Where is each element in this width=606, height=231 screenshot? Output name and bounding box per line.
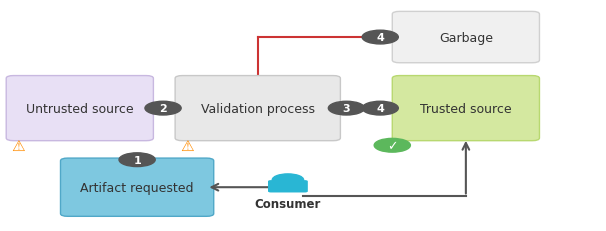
- Text: ⚠: ⚠: [180, 139, 193, 154]
- FancyBboxPatch shape: [61, 158, 214, 216]
- Circle shape: [362, 31, 398, 45]
- Text: Validation process: Validation process: [201, 102, 315, 115]
- Text: Consumer: Consumer: [255, 197, 321, 210]
- Text: Untrusted source: Untrusted source: [26, 102, 133, 115]
- Text: 3: 3: [342, 104, 350, 114]
- FancyBboxPatch shape: [392, 12, 539, 64]
- FancyBboxPatch shape: [175, 76, 341, 141]
- Circle shape: [374, 139, 410, 152]
- Circle shape: [328, 102, 365, 116]
- Circle shape: [272, 174, 304, 186]
- Text: 4: 4: [376, 33, 384, 43]
- Text: ✓: ✓: [387, 139, 398, 152]
- Text: Trusted source: Trusted source: [420, 102, 511, 115]
- Text: 1: 1: [133, 155, 141, 165]
- Circle shape: [362, 102, 398, 116]
- Circle shape: [145, 102, 181, 116]
- Text: Artifact requested: Artifact requested: [81, 181, 194, 194]
- FancyBboxPatch shape: [6, 76, 153, 141]
- Text: 2: 2: [159, 104, 167, 114]
- Text: 4: 4: [376, 104, 384, 114]
- FancyBboxPatch shape: [392, 76, 539, 141]
- Circle shape: [119, 153, 155, 167]
- Text: Garbage: Garbage: [439, 31, 493, 44]
- FancyBboxPatch shape: [268, 180, 308, 193]
- Text: ⚠: ⚠: [11, 139, 24, 154]
